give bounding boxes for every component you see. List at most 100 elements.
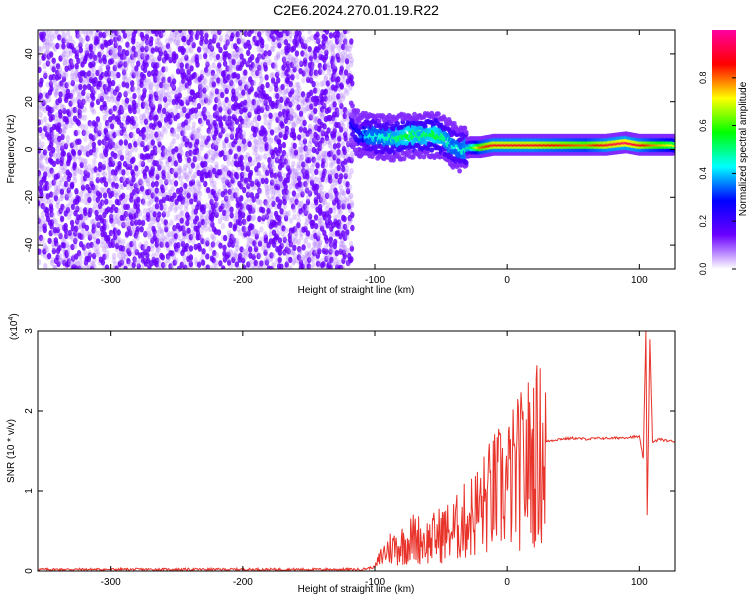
heatmap-cell xyxy=(81,129,87,136)
heatmap-cell xyxy=(281,141,287,149)
heatmap-cell xyxy=(156,61,161,69)
heatmap-cell xyxy=(105,133,111,141)
heatmap-cell xyxy=(89,177,94,184)
heatmap-cell xyxy=(96,173,101,180)
heatmap-cell xyxy=(342,215,347,223)
heatmap-cell xyxy=(156,246,161,253)
heatmap-cell xyxy=(77,149,82,156)
heatmap-cell xyxy=(78,46,84,54)
heatmap-cell xyxy=(76,261,81,268)
heatmap-cell xyxy=(263,58,268,66)
heatmap-cell xyxy=(68,50,74,57)
heatmap-cell xyxy=(85,92,91,100)
heatmap-cell xyxy=(103,30,109,34)
heatmap-cell xyxy=(131,119,136,126)
heatmap-cell xyxy=(66,244,72,251)
heatmap-cell xyxy=(60,53,65,60)
heatmap-cell xyxy=(239,195,244,202)
heatmap-cell xyxy=(68,106,74,113)
heatmap-cell xyxy=(170,185,175,192)
heatmap-cell xyxy=(74,225,79,232)
heatmap-cell xyxy=(42,62,47,70)
heatmap-cell xyxy=(288,217,294,224)
heatmap-cell xyxy=(109,92,115,100)
heatmap-cell xyxy=(57,70,62,77)
heatmap-cell xyxy=(315,95,320,103)
heatmap-cell xyxy=(129,227,135,234)
heatmap-cell xyxy=(136,196,141,203)
heatmap-cell xyxy=(209,43,214,50)
heatmap-cell xyxy=(119,144,124,152)
heatmap-cell xyxy=(72,161,77,169)
heatmap-cell xyxy=(259,226,264,233)
heatmap-cell xyxy=(48,191,54,198)
heatmap-cell xyxy=(42,149,48,156)
heatmap-cell xyxy=(111,113,116,121)
heatmap-cell xyxy=(50,170,56,177)
heatmap-cell xyxy=(188,167,193,174)
heatmap-cell xyxy=(98,30,103,33)
heatmap-cell xyxy=(256,162,261,169)
heatmap-cell xyxy=(89,173,94,180)
heatmap-cell xyxy=(268,85,273,93)
heatmap-cell xyxy=(78,207,83,214)
heatmap-cell xyxy=(115,217,120,225)
heatmap-cell xyxy=(125,203,130,211)
heatmap-cell xyxy=(83,192,89,200)
heatmap-cell xyxy=(210,89,215,96)
heatmap-cell xyxy=(121,115,126,122)
heatmap-cell xyxy=(105,250,110,257)
heatmap-cell xyxy=(51,247,57,255)
heatmap-cell xyxy=(89,241,94,249)
heatmap-cell xyxy=(58,257,63,264)
heatmap-cell xyxy=(74,188,79,195)
heatmap-cell xyxy=(58,223,63,231)
heatmap-cell xyxy=(110,54,116,61)
heatmap-cell xyxy=(340,140,345,148)
heatmap-cell xyxy=(307,30,312,35)
heatmap-cell xyxy=(104,119,110,127)
heatmap-cell xyxy=(117,236,122,244)
heatmap-cell xyxy=(203,180,208,188)
heatmap-cell xyxy=(39,118,44,126)
heatmap-cell xyxy=(99,95,105,103)
heatmap-cell xyxy=(96,251,101,259)
heatmap-cell xyxy=(88,207,93,215)
heatmap-cell xyxy=(112,69,118,76)
heatmap-cell xyxy=(171,137,177,145)
heatmap-cell xyxy=(65,140,70,148)
heatmap-cell xyxy=(270,158,275,165)
heatmap-cell xyxy=(70,80,76,87)
heatmap-cell xyxy=(254,121,260,129)
heatmap-cell xyxy=(101,31,107,39)
heatmap-cell xyxy=(62,60,68,67)
heatmap-cell xyxy=(190,162,196,169)
heatmap-cell xyxy=(125,169,130,176)
heatmap-cell xyxy=(123,76,128,83)
heatmap-cell xyxy=(196,126,202,133)
heatmap-cell xyxy=(38,87,42,94)
heatmap-cell xyxy=(146,177,151,184)
heatmap-cell xyxy=(100,241,105,249)
heatmap-cell xyxy=(101,163,106,171)
heatmap-cell xyxy=(125,194,130,201)
heatmap-cell xyxy=(49,51,54,58)
heatmap-cell xyxy=(91,261,96,268)
heatmap-cell xyxy=(211,241,217,248)
heatmap-cell xyxy=(82,129,88,136)
heatmap-cell xyxy=(122,130,128,137)
heatmap-cell xyxy=(143,240,149,247)
heatmap-cell xyxy=(100,92,105,99)
heatmap-cell xyxy=(48,203,54,210)
heatmap-cell xyxy=(112,52,118,60)
heatmap-cell xyxy=(138,210,143,217)
heatmap-cell xyxy=(127,104,133,111)
heatmap-cell xyxy=(75,30,80,35)
heatmap-cell xyxy=(300,30,305,33)
heatmap-cell xyxy=(270,72,276,79)
spectrogram-cells xyxy=(38,30,675,269)
heatmap-cell xyxy=(149,36,154,43)
heatmap-cell xyxy=(38,92,43,100)
heatmap-cell xyxy=(125,41,130,48)
heatmap-cell xyxy=(77,138,82,145)
